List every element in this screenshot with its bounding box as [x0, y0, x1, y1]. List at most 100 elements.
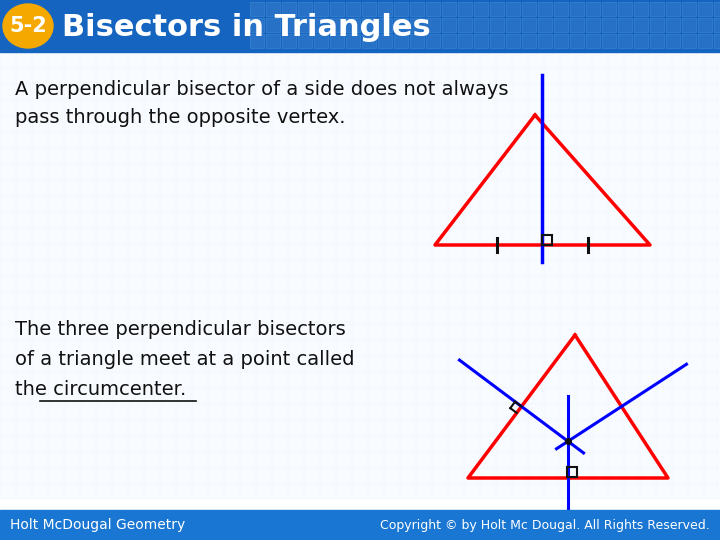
Bar [304, 84, 319, 99]
Bar [320, 372, 335, 387]
Bar [368, 228, 383, 243]
Bar [160, 372, 175, 387]
Bar [400, 276, 415, 291]
Bar [432, 308, 447, 323]
Bar [416, 356, 431, 371]
Bar [528, 452, 543, 467]
Bar [64, 404, 79, 419]
Bar [176, 260, 191, 275]
Bar [592, 340, 607, 355]
Bar [240, 484, 255, 499]
Bar [32, 292, 47, 307]
Bar [208, 116, 223, 131]
Bar [368, 340, 383, 355]
Bar [624, 468, 639, 483]
Bar [80, 116, 95, 131]
Bar [480, 244, 495, 259]
Bar [384, 292, 399, 307]
Bar [384, 132, 399, 147]
Bar [320, 292, 335, 307]
Bar [304, 436, 319, 451]
Bar [256, 132, 271, 147]
Bar [320, 100, 335, 115]
Bar [592, 468, 607, 483]
Bar [576, 308, 591, 323]
Bar [144, 324, 159, 339]
Bar [656, 340, 671, 355]
Bar [576, 452, 591, 467]
Bar [464, 52, 479, 67]
Text: the circumcenter.: the circumcenter. [15, 380, 186, 399]
Bar [96, 292, 111, 307]
Bar [608, 148, 623, 163]
Bar [80, 324, 95, 339]
Bar [32, 420, 47, 435]
Bar [496, 340, 511, 355]
Bar [112, 356, 127, 371]
Bar [640, 436, 655, 451]
Bar [384, 356, 399, 371]
Bar [336, 452, 351, 467]
Bar [256, 372, 271, 387]
Bar [192, 100, 207, 115]
Bar [640, 452, 655, 467]
Bar [512, 228, 527, 243]
Bar [368, 468, 383, 483]
Bar [400, 84, 415, 99]
Bar [96, 468, 111, 483]
Bar [560, 420, 575, 435]
Bar [160, 100, 175, 115]
Bar [656, 324, 671, 339]
Bar [112, 100, 127, 115]
Bar [32, 84, 47, 99]
Bar [320, 356, 335, 371]
Bar [352, 228, 367, 243]
Bar [506, 2, 520, 16]
Bar [378, 18, 392, 32]
Bar [176, 372, 191, 387]
Bar [160, 292, 175, 307]
Bar [592, 68, 607, 83]
Bar [48, 84, 63, 99]
Bar [0, 148, 15, 163]
Bar [496, 212, 511, 227]
Bar [688, 452, 703, 467]
Bar [112, 180, 127, 195]
Bar [544, 260, 559, 275]
Bar [112, 228, 127, 243]
Bar [522, 18, 536, 32]
Bar [672, 148, 687, 163]
Bar [426, 2, 440, 16]
Bar [208, 180, 223, 195]
Bar [80, 292, 95, 307]
Bar [560, 84, 575, 99]
Bar [464, 308, 479, 323]
Bar [48, 180, 63, 195]
Bar [224, 388, 239, 403]
Bar [208, 228, 223, 243]
Bar [144, 292, 159, 307]
Bar [256, 292, 271, 307]
Bar [608, 132, 623, 147]
Bar [592, 452, 607, 467]
Bar [272, 436, 287, 451]
Bar [336, 164, 351, 179]
Bar [336, 388, 351, 403]
Bar [0, 164, 15, 179]
Bar [704, 484, 719, 499]
Bar [640, 484, 655, 499]
Bar [544, 180, 559, 195]
Bar [80, 260, 95, 275]
Bar [368, 484, 383, 499]
Bar [128, 132, 143, 147]
Bar [96, 260, 111, 275]
Bar [16, 52, 31, 67]
Bar [410, 2, 424, 16]
Bar [192, 308, 207, 323]
Bar [256, 260, 271, 275]
Bar [400, 388, 415, 403]
Bar [64, 148, 79, 163]
Bar [506, 34, 520, 48]
Bar [560, 404, 575, 419]
Bar [80, 372, 95, 387]
